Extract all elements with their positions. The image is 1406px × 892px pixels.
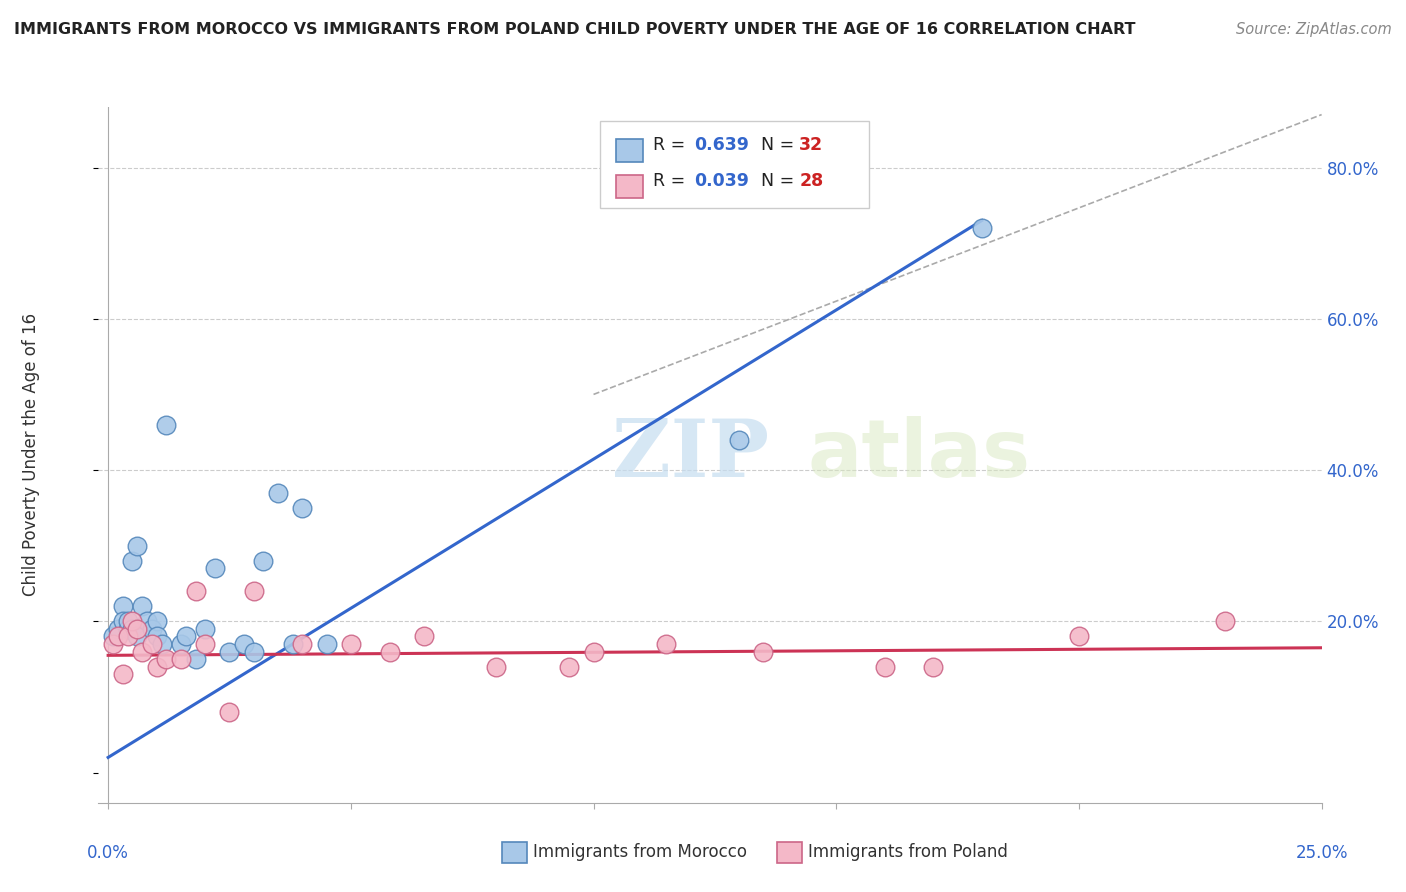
Text: 0.039: 0.039 — [695, 172, 749, 191]
Point — [242, 644, 264, 658]
Point — [121, 554, 143, 568]
Point — [170, 652, 193, 666]
Text: ZIP: ZIP — [612, 416, 769, 494]
Point — [111, 599, 134, 614]
Point — [194, 637, 217, 651]
Point — [485, 659, 508, 673]
FancyBboxPatch shape — [616, 175, 643, 198]
Point — [922, 659, 945, 673]
Point — [127, 622, 149, 636]
Point — [111, 615, 134, 629]
Point — [1213, 615, 1236, 629]
Point — [281, 637, 304, 651]
FancyBboxPatch shape — [778, 842, 801, 863]
Text: atlas: atlas — [808, 416, 1031, 494]
Point — [412, 629, 434, 643]
Point — [184, 584, 207, 599]
Text: IMMIGRANTS FROM MOROCCO VS IMMIGRANTS FROM POLAND CHILD POVERTY UNDER THE AGE OF: IMMIGRANTS FROM MOROCCO VS IMMIGRANTS FR… — [14, 22, 1136, 37]
Text: Immigrants from Morocco: Immigrants from Morocco — [533, 843, 747, 861]
Text: 28: 28 — [800, 172, 824, 191]
Point — [155, 417, 177, 432]
FancyBboxPatch shape — [616, 138, 643, 162]
Point — [117, 615, 139, 629]
FancyBboxPatch shape — [600, 121, 869, 208]
Point — [340, 637, 363, 651]
Text: Child Poverty Under the Age of 16: Child Poverty Under the Age of 16 — [22, 313, 41, 597]
Point — [131, 599, 153, 614]
Point — [145, 615, 167, 629]
Point — [970, 221, 993, 235]
Point — [101, 629, 124, 643]
Point — [378, 644, 401, 658]
Point — [111, 667, 134, 681]
Point — [291, 500, 314, 515]
Point — [155, 652, 177, 666]
Point — [136, 615, 159, 629]
Point — [582, 644, 605, 658]
Point — [127, 539, 149, 553]
Text: 0.0%: 0.0% — [87, 845, 129, 863]
Point — [141, 637, 163, 651]
Point — [218, 705, 240, 719]
Point — [267, 485, 290, 500]
Point — [233, 637, 256, 651]
Point — [127, 629, 149, 643]
Point — [752, 644, 775, 658]
Point — [873, 659, 896, 673]
Point — [291, 637, 314, 651]
Point — [131, 644, 153, 658]
Point — [315, 637, 337, 651]
Point — [117, 629, 139, 643]
Point — [145, 659, 167, 673]
Point — [184, 652, 207, 666]
Text: N =: N = — [751, 136, 800, 154]
Point — [1067, 629, 1090, 643]
Text: Source: ZipAtlas.com: Source: ZipAtlas.com — [1236, 22, 1392, 37]
Point — [170, 637, 193, 651]
Point — [117, 622, 139, 636]
Point — [174, 629, 197, 643]
Text: 32: 32 — [800, 136, 824, 154]
Point — [101, 637, 124, 651]
Point — [242, 584, 264, 599]
Point — [150, 637, 173, 651]
Point — [204, 561, 226, 575]
Text: 0.639: 0.639 — [695, 136, 749, 154]
FancyBboxPatch shape — [502, 842, 527, 863]
Text: 25.0%: 25.0% — [1295, 845, 1348, 863]
Point — [218, 644, 240, 658]
Point — [728, 433, 751, 447]
Point — [141, 622, 163, 636]
Point — [145, 629, 167, 643]
Point — [655, 637, 678, 651]
Point — [252, 554, 274, 568]
Text: R =: R = — [652, 172, 690, 191]
Text: N =: N = — [751, 172, 800, 191]
Point — [194, 622, 217, 636]
Point — [107, 629, 129, 643]
Point — [121, 615, 143, 629]
Text: R =: R = — [652, 136, 690, 154]
Point — [558, 659, 581, 673]
Text: Immigrants from Poland: Immigrants from Poland — [808, 843, 1008, 861]
Point — [121, 622, 143, 636]
Point — [107, 622, 129, 636]
